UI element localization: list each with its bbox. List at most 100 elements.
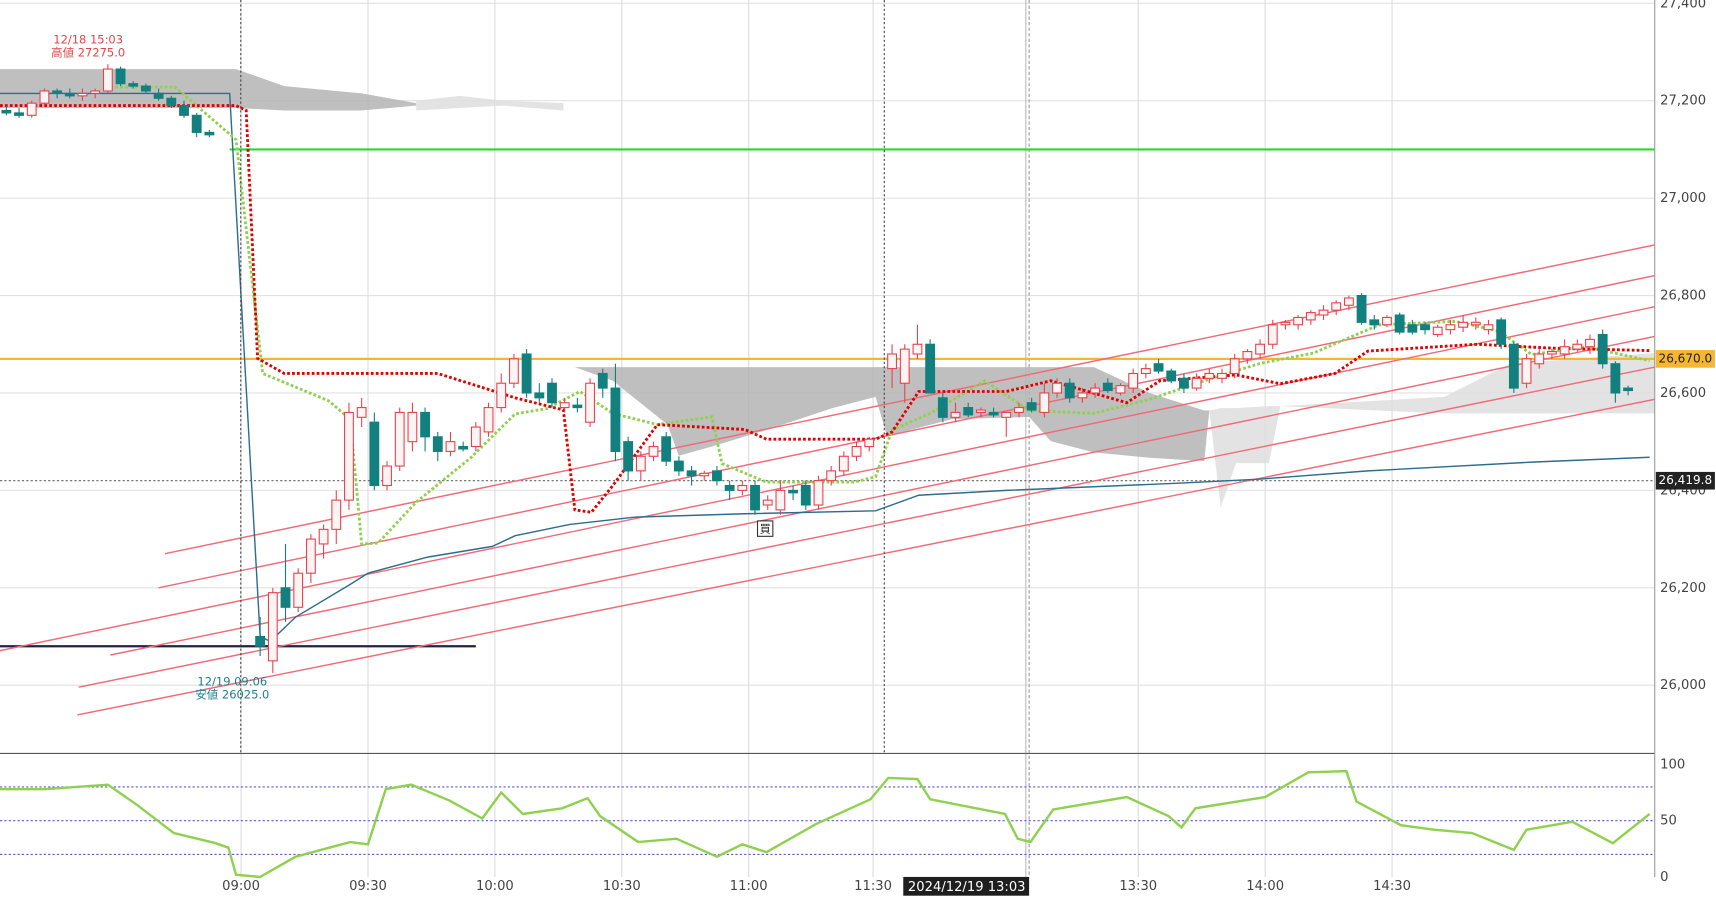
candle-body <box>115 68 126 85</box>
candle-body <box>1077 392 1088 399</box>
candle-body <box>1432 326 1443 336</box>
annotation: 安値 26025.0 <box>195 688 269 702</box>
candle-body <box>521 353 532 394</box>
candle-body <box>255 635 266 647</box>
x-tick-label: 10:30 <box>603 879 641 894</box>
candle-body <box>813 480 824 506</box>
candle-body <box>1014 407 1024 413</box>
price-label: 26,670.0 <box>1659 351 1713 365</box>
candle-body <box>1420 324 1430 331</box>
candle-body <box>293 572 304 608</box>
candle-body <box>1521 358 1532 384</box>
annotation: 12/18 15:03 <box>53 32 123 46</box>
candle-body <box>496 382 507 409</box>
candle-body <box>1610 363 1621 394</box>
candle-body <box>1267 324 1278 345</box>
candle-body <box>1369 319 1380 326</box>
x-tick-label: 09:00 <box>222 879 260 894</box>
x-tick-label: 14:30 <box>1373 879 1411 894</box>
candle-body <box>52 90 63 94</box>
candles <box>1 64 1633 674</box>
candle-body <box>1280 321 1291 326</box>
candle-body <box>1166 370 1177 382</box>
candle-body <box>394 411 405 467</box>
candle-body <box>128 83 139 87</box>
candle-body <box>356 407 367 418</box>
candle-body <box>1 109 12 114</box>
candle-body <box>382 465 392 487</box>
candle-body <box>1128 372 1139 389</box>
x-tick-label: 14:00 <box>1246 879 1284 894</box>
candle-body <box>937 397 948 418</box>
candle-body <box>1318 309 1329 316</box>
candle-body <box>988 411 999 416</box>
candle-body <box>1343 297 1354 306</box>
candle-body <box>750 484 760 511</box>
y-tick-label: 27,400 <box>1660 0 1706 11</box>
candle-body <box>1496 319 1507 345</box>
candle-body <box>912 343 923 355</box>
candle-body <box>925 343 936 394</box>
candle-body <box>1458 321 1469 328</box>
candle-body <box>1064 382 1075 399</box>
candle-body <box>420 411 431 438</box>
x-tick-label: 10:00 <box>476 879 514 894</box>
candle-body <box>673 460 684 472</box>
candle-body <box>141 85 151 92</box>
candle-body <box>64 92 75 97</box>
candle-body <box>572 404 583 409</box>
candle-body <box>1153 363 1164 372</box>
annotation: 高値 27275.0 <box>51 46 125 60</box>
x-tick-label: 11:30 <box>854 879 892 894</box>
price-label-box <box>1655 350 1715 368</box>
candle-body <box>1356 294 1367 323</box>
candle-body <box>344 411 354 501</box>
candle-body <box>14 112 24 116</box>
y-tick-label: 0 <box>1660 870 1668 885</box>
candle-body <box>1508 343 1519 389</box>
candle-body <box>470 426 481 448</box>
candle-body <box>963 407 974 416</box>
candle-body <box>1623 387 1633 392</box>
buy-marker: 買 <box>760 523 771 536</box>
candle-body <box>712 470 722 482</box>
candle-body <box>1597 333 1608 365</box>
candle-body <box>1039 392 1050 413</box>
candle-body <box>1052 382 1062 394</box>
line <box>0 92 1650 643</box>
y-tick-label: 26,800 <box>1660 289 1706 304</box>
candle-body <box>851 445 862 457</box>
candle-body <box>686 470 697 477</box>
y-tick-label: 26,000 <box>1660 678 1706 693</box>
crosshair-label-box <box>903 876 1030 896</box>
candle-body <box>775 489 786 511</box>
y-tick-label: 100 <box>1660 757 1685 772</box>
candle-body <box>1572 343 1583 350</box>
candle-body <box>1115 385 1126 394</box>
candle-body <box>699 472 710 477</box>
labels: 26,00026,20026,40026,60026,80027,00027,2… <box>51 0 1715 896</box>
candle-body <box>800 484 811 506</box>
candle-body <box>26 102 37 116</box>
candle-body <box>1394 314 1405 333</box>
candle-body <box>509 358 519 384</box>
candle-body <box>547 382 557 404</box>
candle-body <box>369 421 380 487</box>
candle-body <box>153 92 164 99</box>
candle-body <box>1191 377 1202 389</box>
candle-body <box>597 372 608 389</box>
dotted-line <box>110 85 1650 546</box>
candle-body <box>331 499 342 530</box>
x-tick-label: 11:00 <box>730 879 768 894</box>
line <box>164 244 1655 555</box>
candle-body <box>102 68 113 92</box>
candle-body <box>1483 324 1494 331</box>
candle-body <box>623 441 634 472</box>
candle-body <box>1204 372 1215 379</box>
candle-body <box>204 131 215 136</box>
candle-body <box>737 484 748 491</box>
candle-body <box>166 97 177 107</box>
candle-body <box>975 409 986 413</box>
